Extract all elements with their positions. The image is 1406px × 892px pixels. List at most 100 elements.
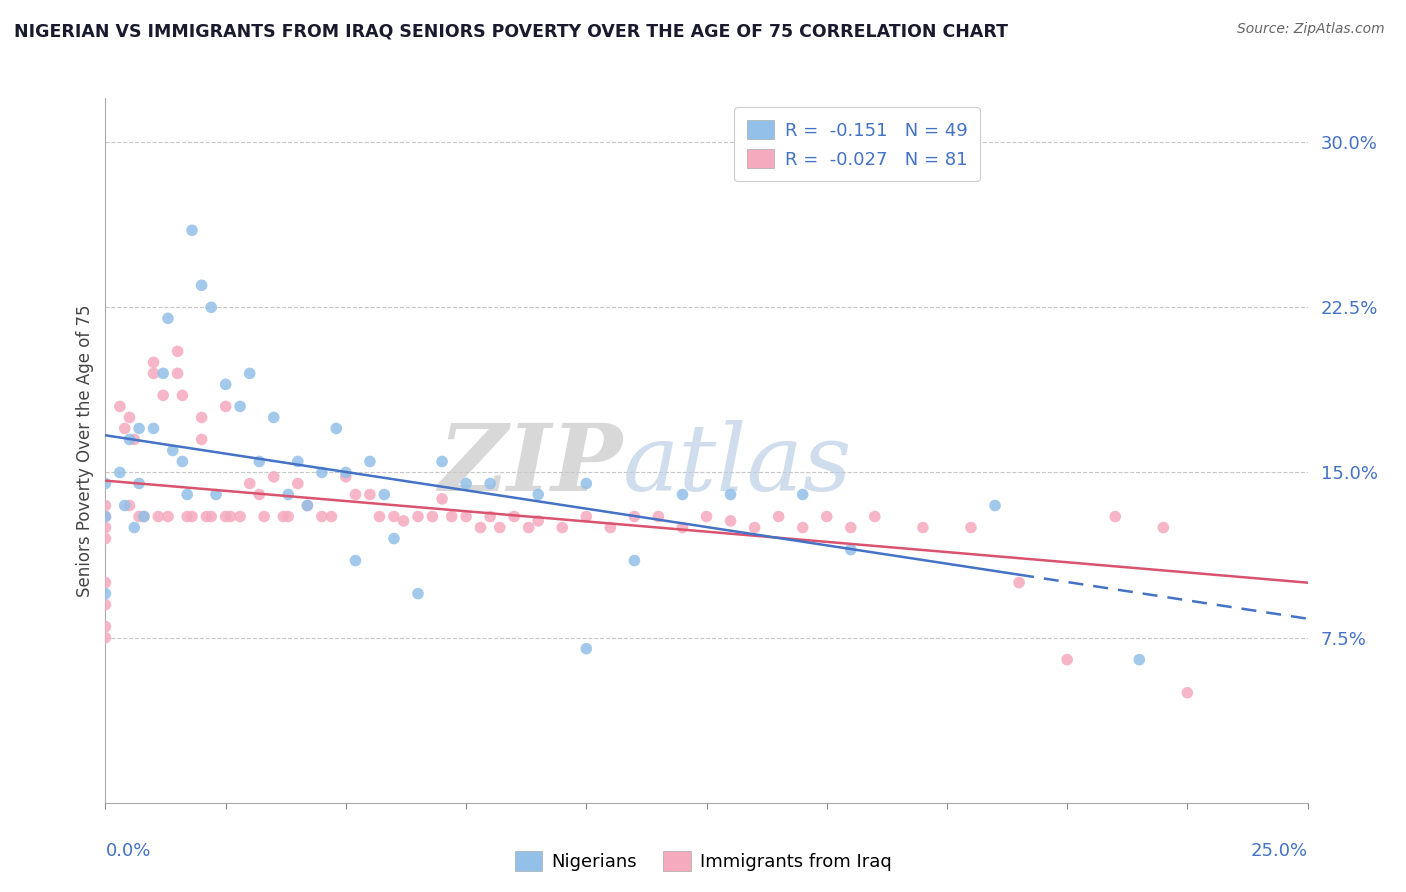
- Point: [214, 509, 236, 524]
- Point: [325, 421, 347, 435]
- Point: [142, 421, 165, 435]
- Point: [373, 487, 395, 501]
- Point: [94, 532, 117, 546]
- Point: [253, 509, 276, 524]
- Text: NIGERIAN VS IMMIGRANTS FROM IRAQ SENIORS POVERTY OVER THE AGE OF 75 CORRELATION : NIGERIAN VS IMMIGRANTS FROM IRAQ SENIORS…: [14, 22, 1008, 40]
- Point: [181, 509, 204, 524]
- Point: [114, 499, 136, 513]
- Point: [344, 553, 367, 567]
- Point: [148, 509, 170, 524]
- Point: [479, 476, 502, 491]
- Point: [1175, 686, 1198, 700]
- Point: [517, 520, 540, 534]
- Point: [671, 520, 693, 534]
- Point: [1152, 520, 1174, 534]
- Point: [440, 509, 463, 524]
- Point: [382, 509, 405, 524]
- Point: [368, 509, 391, 524]
- Point: [454, 509, 477, 524]
- Point: [94, 586, 117, 600]
- Point: [190, 410, 212, 425]
- Point: [311, 466, 333, 480]
- Point: [190, 433, 212, 447]
- Point: [297, 499, 319, 513]
- Point: [94, 509, 117, 524]
- Point: [219, 509, 242, 524]
- Point: [430, 454, 453, 468]
- Point: [94, 575, 117, 590]
- Point: [152, 367, 174, 381]
- Point: [156, 311, 179, 326]
- Point: [124, 433, 146, 447]
- Point: [108, 466, 131, 480]
- Point: [911, 520, 934, 534]
- Point: [162, 443, 184, 458]
- Point: [172, 388, 194, 402]
- Point: [94, 499, 117, 513]
- Point: [273, 509, 295, 524]
- Text: 25.0%: 25.0%: [1250, 841, 1308, 860]
- Point: [382, 532, 405, 546]
- Legend: R =  -0.151   N = 49, R =  -0.027   N = 81: R = -0.151 N = 49, R = -0.027 N = 81: [734, 107, 980, 181]
- Point: [344, 487, 367, 501]
- Point: [671, 487, 693, 501]
- Point: [166, 344, 188, 359]
- Point: [247, 487, 270, 501]
- Point: [239, 476, 262, 491]
- Point: [132, 509, 155, 524]
- Point: [479, 509, 502, 524]
- Point: [575, 476, 598, 491]
- Point: [720, 487, 742, 501]
- Point: [128, 421, 150, 435]
- Point: [960, 520, 983, 534]
- Text: ZIP: ZIP: [439, 419, 623, 509]
- Text: atlas: atlas: [623, 419, 852, 509]
- Point: [94, 520, 117, 534]
- Point: [142, 367, 165, 381]
- Point: [623, 553, 645, 567]
- Point: [195, 509, 218, 524]
- Point: [152, 388, 174, 402]
- Point: [321, 509, 343, 524]
- Point: [392, 514, 415, 528]
- Point: [118, 433, 141, 447]
- Legend: Nigerians, Immigrants from Iraq: Nigerians, Immigrants from Iraq: [508, 844, 898, 879]
- Point: [214, 400, 236, 414]
- Point: [239, 367, 262, 381]
- Point: [142, 355, 165, 369]
- Point: [247, 454, 270, 468]
- Point: [551, 520, 574, 534]
- Y-axis label: Seniors Poverty Over the Age of 75: Seniors Poverty Over the Age of 75: [76, 304, 94, 597]
- Point: [792, 520, 814, 534]
- Point: [94, 509, 117, 524]
- Point: [311, 509, 333, 524]
- Point: [108, 400, 131, 414]
- Point: [176, 509, 198, 524]
- Point: [181, 223, 204, 237]
- Point: [984, 499, 1007, 513]
- Point: [205, 487, 228, 501]
- Point: [94, 476, 117, 491]
- Point: [792, 487, 814, 501]
- Point: [527, 487, 550, 501]
- Point: [263, 410, 285, 425]
- Point: [430, 491, 453, 506]
- Point: [839, 542, 862, 557]
- Point: [118, 410, 141, 425]
- Point: [359, 454, 381, 468]
- Point: [172, 454, 194, 468]
- Point: [488, 520, 510, 534]
- Point: [277, 509, 299, 524]
- Point: [190, 278, 212, 293]
- Point: [335, 466, 357, 480]
- Point: [815, 509, 838, 524]
- Point: [124, 520, 146, 534]
- Point: [720, 514, 742, 528]
- Point: [94, 631, 117, 645]
- Point: [335, 470, 357, 484]
- Point: [575, 509, 598, 524]
- Point: [454, 476, 477, 491]
- Text: 0.0%: 0.0%: [105, 841, 150, 860]
- Point: [287, 476, 309, 491]
- Point: [406, 509, 429, 524]
